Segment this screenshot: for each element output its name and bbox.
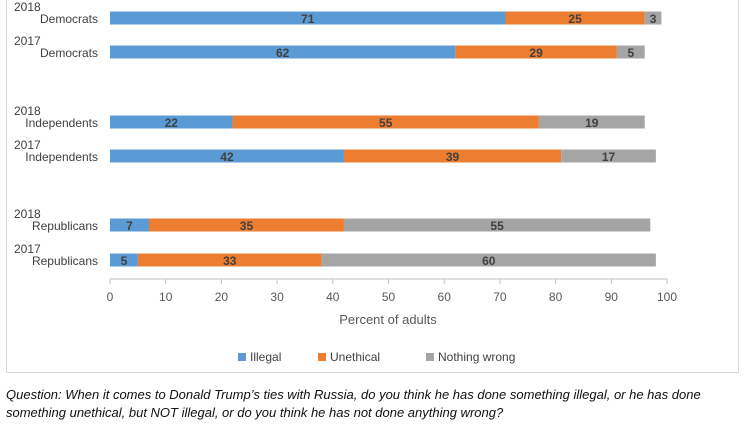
bar-segment-unethical xyxy=(343,149,562,163)
question-caption: Question: When it comes to Donald Trump’… xyxy=(6,387,701,420)
category-label-year: 2018 xyxy=(14,207,41,221)
x-tick-label: 100 xyxy=(657,290,677,304)
data-label: 29 xyxy=(529,46,543,60)
legend-swatch-nothing-wrong xyxy=(426,353,434,361)
data-label: 19 xyxy=(585,116,599,130)
chart-frame xyxy=(6,0,739,373)
bar-segment-nothing-wrong xyxy=(538,115,645,129)
x-axis-title: Percent of adults xyxy=(339,312,437,327)
legend-swatch-unethical xyxy=(318,353,326,361)
data-label: 17 xyxy=(602,150,616,164)
bar-segment-illegal xyxy=(110,11,506,25)
bar-segment-illegal xyxy=(110,45,456,59)
x-tick-label: 70 xyxy=(493,290,507,304)
data-label: 35 xyxy=(240,219,254,233)
x-tick-label: 60 xyxy=(438,290,452,304)
stacked-bar-chart: 2018Democrats2017Democrats2018Independen… xyxy=(14,0,677,364)
bar-segment-nothing-wrong xyxy=(644,11,662,25)
legend-swatch-illegal xyxy=(238,353,246,361)
bar-segment-nothing-wrong xyxy=(321,253,656,267)
data-label: 22 xyxy=(165,116,179,130)
data-label: 60 xyxy=(482,254,496,268)
bar-segment-nothing-wrong xyxy=(616,45,645,59)
data-label: 5 xyxy=(627,46,634,60)
data-label: 62 xyxy=(276,46,290,60)
legend-label: Nothing wrong xyxy=(438,350,515,364)
data-label: 25 xyxy=(568,12,582,26)
bar-segment-unethical xyxy=(148,218,344,232)
x-tick-label: 20 xyxy=(215,290,229,304)
data-label: 5 xyxy=(121,254,128,268)
category-label-group: Republicans xyxy=(32,219,98,233)
legend-label: Illegal xyxy=(250,350,281,364)
category-label-year: 2018 xyxy=(14,0,41,14)
x-tick-label: 90 xyxy=(605,290,619,304)
bar-segment-nothing-wrong xyxy=(343,218,651,232)
legend-label: Unethical xyxy=(330,350,380,364)
data-label: 42 xyxy=(220,150,234,164)
x-tick-label: 30 xyxy=(270,290,284,304)
category-label-year: 2018 xyxy=(14,104,41,118)
data-label: 39 xyxy=(446,150,460,164)
data-label: 33 xyxy=(223,254,237,268)
data-label: 3 xyxy=(650,12,657,26)
category-label-year: 2017 xyxy=(14,242,41,256)
bar-segment-illegal xyxy=(110,115,233,129)
category-label-year: 2017 xyxy=(14,34,41,48)
bar-segment-unethical xyxy=(505,11,645,25)
bar-segment-unethical xyxy=(232,115,539,129)
data-label: 7 xyxy=(126,219,133,233)
bar-segment-nothing-wrong xyxy=(561,149,656,163)
category-label-group: Democrats xyxy=(40,46,98,60)
data-label: 71 xyxy=(301,12,315,26)
data-label: 55 xyxy=(379,116,393,130)
x-tick-label: 50 xyxy=(382,290,396,304)
category-label-group: Independents xyxy=(25,116,98,130)
x-tick-label: 0 xyxy=(107,290,114,304)
bar-segment-unethical xyxy=(455,45,617,59)
x-tick-label: 80 xyxy=(549,290,563,304)
category-label-group: Democrats xyxy=(40,12,98,26)
x-tick-label: 10 xyxy=(159,290,173,304)
data-label: 55 xyxy=(490,219,504,233)
x-tick-label: 40 xyxy=(326,290,340,304)
category-label-year: 2017 xyxy=(14,138,41,152)
bar-segment-illegal xyxy=(110,218,149,232)
bar-segment-illegal xyxy=(110,149,344,163)
bar-segment-unethical xyxy=(137,253,322,267)
bar-segment-illegal xyxy=(110,253,138,267)
category-label-group: Republicans xyxy=(32,254,98,268)
category-label-group: Independents xyxy=(25,150,98,164)
